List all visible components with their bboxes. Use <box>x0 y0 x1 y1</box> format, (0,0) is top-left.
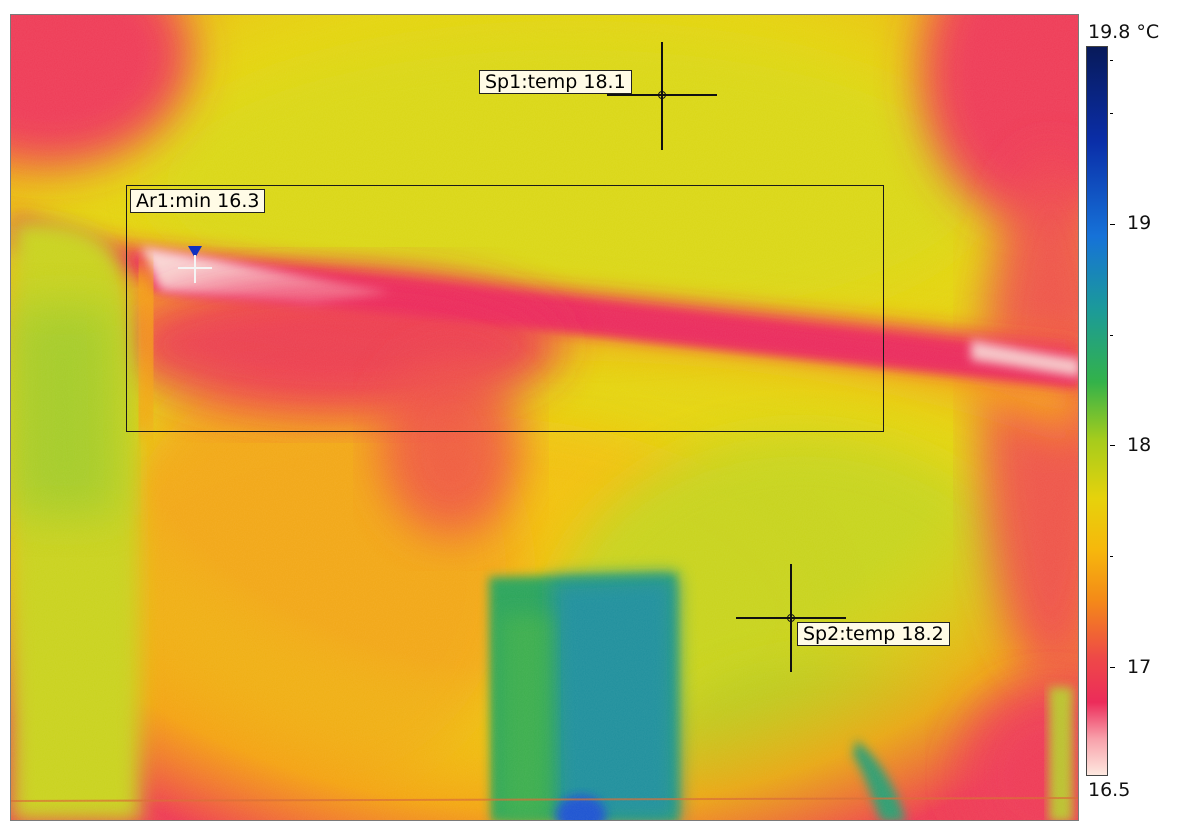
scale-minor-tick <box>1110 113 1113 114</box>
scale-min-label: 16.5 <box>1088 779 1131 801</box>
spot2-crosshair-icon[interactable] <box>736 564 846 672</box>
scale-minor-tick <box>1110 335 1113 336</box>
scale-tick-label: 17 <box>1127 656 1152 678</box>
scale-tick-label: 18 <box>1127 434 1152 456</box>
spot1-temp-label: Sp1:temp 18.1 <box>479 70 632 94</box>
spot1-crosshair-icon[interactable] <box>607 42 717 150</box>
spot2-temp-label: Sp2:temp 18.2 <box>797 622 950 646</box>
scale-tick <box>1110 445 1115 446</box>
scale-tick <box>1110 667 1115 668</box>
min-temp-marker-icon <box>188 246 202 258</box>
scale-max-label: 19.8 °C <box>1088 21 1160 43</box>
temperature-color-scale <box>1086 46 1108 776</box>
thermal-image <box>11 15 1078 820</box>
scale-minor-tick <box>1110 556 1113 557</box>
scale-tick-label: 19 <box>1127 212 1152 234</box>
area-min-label: Ar1:min 16.3 <box>130 189 266 213</box>
thermal-image-frame <box>10 14 1079 821</box>
scale-tick <box>1110 224 1115 225</box>
area-measurement-box[interactable] <box>126 185 884 432</box>
scale-minor-tick <box>1110 60 1113 61</box>
